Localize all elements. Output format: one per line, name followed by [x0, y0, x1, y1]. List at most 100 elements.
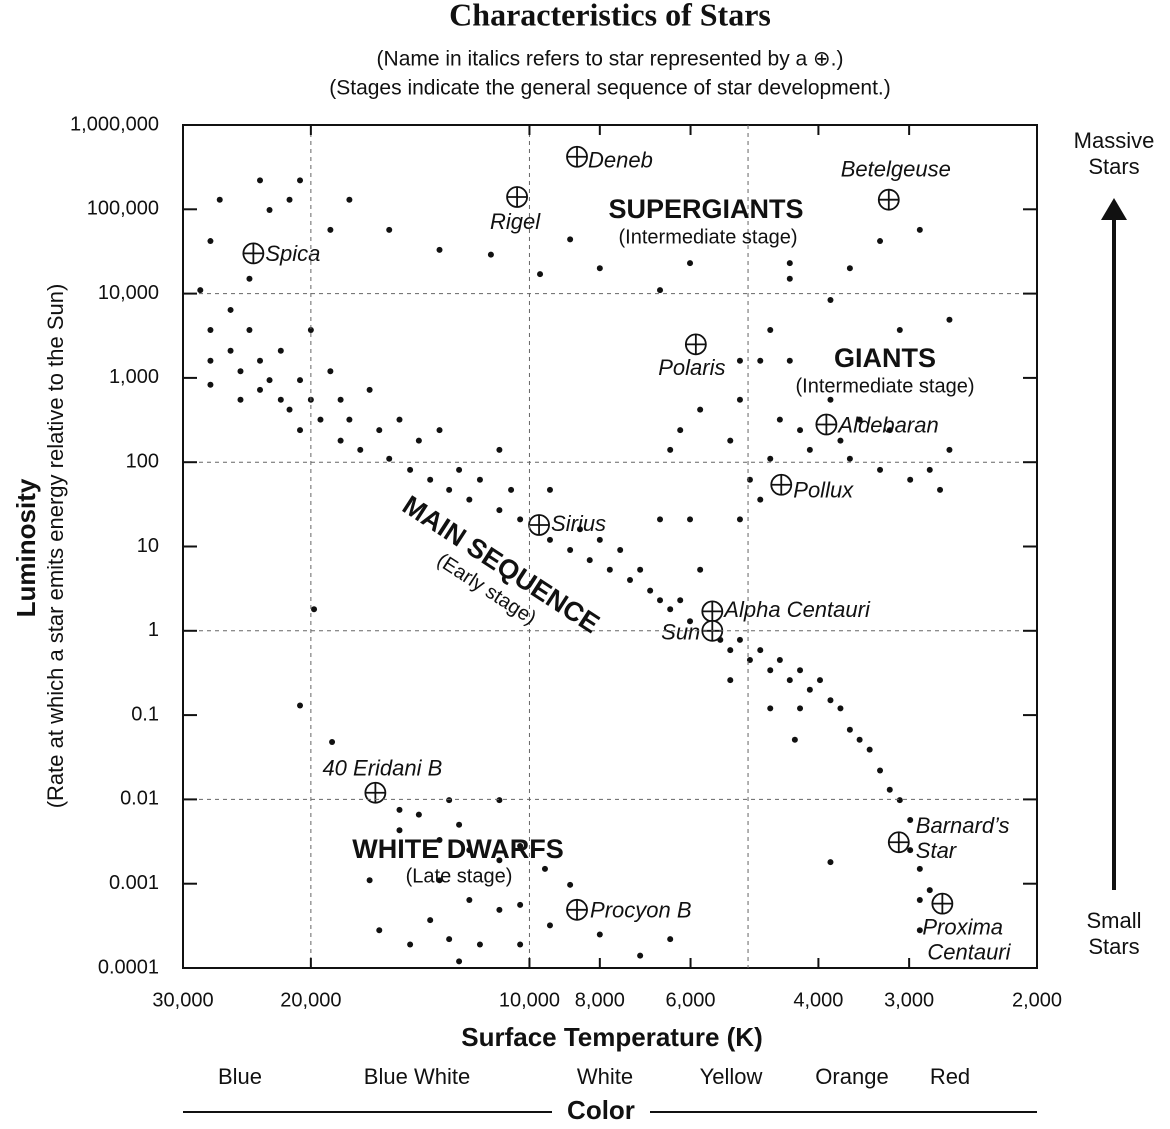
- star-dot: [266, 207, 273, 214]
- star-dot: [436, 836, 443, 843]
- star-marker: [506, 186, 528, 208]
- x-tick-label: 8,000: [575, 989, 625, 1011]
- star-dot: [837, 705, 844, 712]
- star-dot: [736, 396, 743, 403]
- star-dot: [517, 843, 524, 850]
- star-dot: [837, 437, 844, 444]
- star-dot: [396, 806, 403, 813]
- star-marker: [684, 333, 707, 356]
- star-dot: [415, 437, 422, 444]
- star-dot: [626, 577, 633, 584]
- star-dot: [827, 697, 834, 704]
- star-dot: [886, 786, 893, 793]
- star-dot: [886, 427, 893, 434]
- x-tick-label: 30,000: [152, 989, 213, 1011]
- star-dot: [776, 416, 783, 423]
- star-dot: [767, 705, 774, 712]
- star-dot: [227, 347, 234, 354]
- color-name: Red: [930, 1064, 970, 1089]
- star-dot: [496, 797, 503, 804]
- size-arrow-head: [1101, 198, 1127, 220]
- star-dot: [386, 455, 393, 462]
- region-label: GIANTS: [834, 343, 936, 373]
- star-dot: [297, 702, 304, 709]
- star-dot: [496, 507, 503, 514]
- star-dot: [736, 357, 743, 364]
- star-dot: [786, 260, 793, 267]
- star-dot: [816, 677, 823, 684]
- star-dot: [596, 931, 603, 938]
- star-dot: [896, 327, 903, 334]
- star-dot: [637, 566, 644, 573]
- star-dot: [827, 859, 834, 866]
- color-name: Yellow: [700, 1064, 763, 1089]
- star-dot: [396, 416, 403, 423]
- star-dot: [877, 767, 884, 774]
- star-dot: [277, 347, 284, 354]
- star-dot: [286, 406, 293, 413]
- star-dot: [937, 486, 944, 493]
- y-tick-label: 10,000: [98, 282, 159, 304]
- arrow-label: Massive: [1074, 128, 1155, 153]
- x-tick-label: 6,000: [666, 989, 716, 1011]
- star-dot: [946, 316, 953, 323]
- star-dot: [697, 406, 704, 413]
- star-dot: [596, 265, 603, 272]
- star-dot: [767, 327, 774, 334]
- star-dot: [827, 296, 834, 303]
- star-dot: [216, 196, 223, 203]
- x-tick-label: 3,000: [884, 989, 934, 1011]
- star-dot: [297, 377, 304, 384]
- star-dot: [667, 936, 674, 943]
- star-dot: [596, 536, 603, 543]
- star-dot: [567, 881, 574, 888]
- star-label: 40 Eridani B: [322, 756, 442, 781]
- star-dot: [757, 647, 764, 654]
- star-dot: [896, 797, 903, 804]
- star-dot: [366, 386, 373, 393]
- star-marker: [242, 242, 265, 265]
- star-dot: [466, 897, 473, 904]
- region-stage: (Late stage): [406, 865, 513, 887]
- y-tick-label: 0.1: [131, 703, 159, 725]
- star-dot: [415, 811, 422, 818]
- star-dot: [537, 271, 544, 278]
- star-dot: [366, 877, 373, 884]
- star-dot: [237, 368, 244, 375]
- region-stage: (Intermediate stage): [619, 226, 798, 248]
- star-dot: [806, 446, 813, 453]
- star-dot: [197, 287, 204, 294]
- star-dot: [567, 546, 574, 553]
- arrow-label: Stars: [1088, 154, 1139, 179]
- color-name: Orange: [815, 1064, 888, 1089]
- subtitle: (Stages indicate the general sequence of…: [329, 77, 891, 100]
- star-dot: [376, 927, 383, 934]
- y-tick-label: 10: [137, 535, 159, 557]
- star-dot: [687, 260, 694, 267]
- star-dot: [797, 667, 804, 674]
- color-name: White: [577, 1064, 633, 1089]
- y-tick-label: 1: [148, 619, 159, 641]
- star-dot: [436, 877, 443, 884]
- region-stage: (Intermediate stage): [796, 375, 975, 397]
- star-dot: [207, 327, 214, 334]
- star-dot: [376, 427, 383, 434]
- star-dot: [327, 368, 334, 375]
- star-dot: [466, 496, 473, 503]
- region-label: WHITE DWARFS: [352, 834, 563, 864]
- star-dot: [786, 357, 793, 364]
- y-tick-label: 1,000: [109, 366, 159, 388]
- star-dot: [866, 746, 873, 753]
- star-dot: [446, 797, 453, 804]
- star-dot: [667, 606, 674, 613]
- color-label: Color: [567, 1095, 635, 1125]
- star-dot: [407, 941, 414, 948]
- star-dot: [606, 566, 613, 573]
- star-marker: [528, 514, 550, 536]
- star-dot: [907, 476, 914, 483]
- star-dot: [546, 536, 553, 543]
- star-dot: [227, 306, 234, 313]
- star-marker: [566, 898, 588, 921]
- star-dot: [846, 726, 853, 733]
